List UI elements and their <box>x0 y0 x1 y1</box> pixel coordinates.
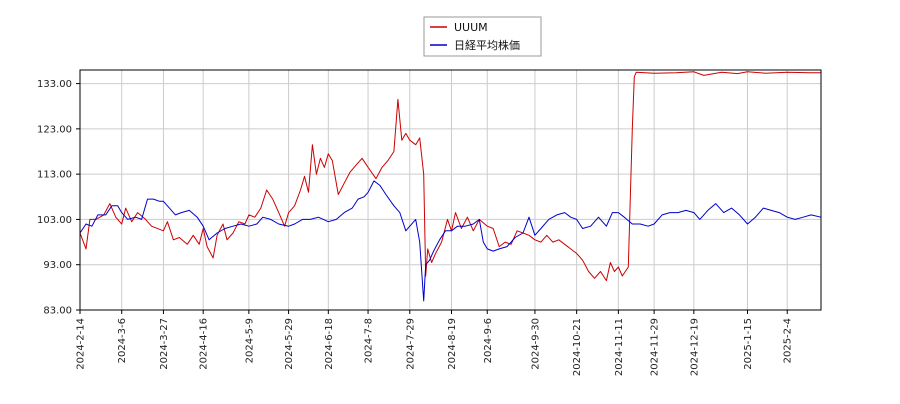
x-tick-label: 2024-2-14 <box>76 318 87 370</box>
x-tick-label: 2024-11-11 <box>614 318 625 376</box>
x-tick-label: 2025-2-4 <box>783 318 794 363</box>
y-tick-label: 103.00 <box>37 215 72 226</box>
x-tick-label: 2024-3-27 <box>159 318 170 370</box>
x-tick-label: 2024-3-6 <box>117 318 128 363</box>
y-tick-label: 123.00 <box>37 124 72 135</box>
x-tick-label: 2024-12-19 <box>689 318 700 376</box>
x-tick-label: 2024-9-30 <box>530 318 541 370</box>
plot-frame <box>79 69 822 311</box>
x-tick-label: 2024-5-29 <box>284 318 295 370</box>
y-tick-label: 93.00 <box>43 260 72 271</box>
x-tick-label: 2024-7-8 <box>364 318 375 363</box>
y-tick-label: 133.00 <box>37 79 72 90</box>
y-axis-ticks: 83.00 93.00 103.00 113.00 123.00 133.00 <box>37 79 80 317</box>
x-tick-label: 2024-8-19 <box>447 318 458 370</box>
legend-box <box>423 16 542 57</box>
legend: UUUM 日経平均株価 <box>423 16 542 57</box>
x-tick-label: 2024-7-29 <box>405 318 416 370</box>
legend-label-nikkei: 日経平均株価 <box>454 38 520 52</box>
x-tick-label: 2024-4-16 <box>199 318 210 370</box>
y-tick-label: 83.00 <box>43 306 72 317</box>
x-tick-label: 2024-5-9 <box>244 318 255 363</box>
series-line-nikkei <box>79 180 822 302</box>
series-line-uuum <box>79 71 821 282</box>
y-tick-label: 113.00 <box>37 170 72 181</box>
grid-lines <box>79 70 821 311</box>
legend-label-uuum: UUUM <box>454 21 488 34</box>
x-tick-label: 2024-6-18 <box>324 318 335 370</box>
x-tick-label: 2025-1-15 <box>743 318 754 370</box>
x-tick-label: 2024-10-21 <box>572 318 583 376</box>
series-lines <box>79 71 822 302</box>
x-tick-label: 2024-9-6 <box>483 318 494 363</box>
x-tick-label: 2024-11-29 <box>650 318 661 376</box>
x-axis-ticks: 2024-2-14 2024-3-6 2024-3-27 2024-4-16 2024-… <box>76 310 794 376</box>
